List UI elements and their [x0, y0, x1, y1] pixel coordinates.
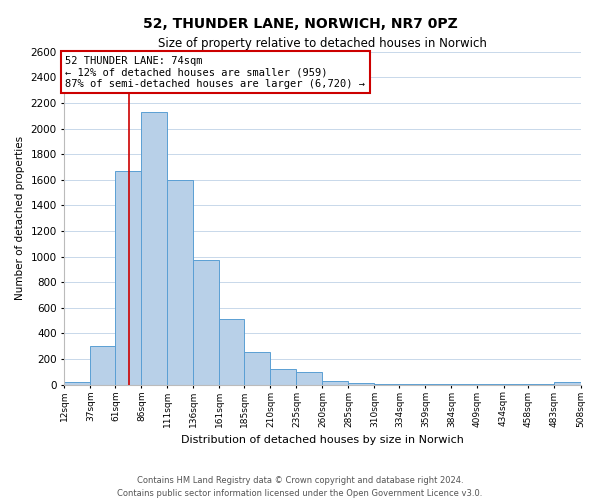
Text: 52, THUNDER LANE, NORWICH, NR7 0PZ: 52, THUNDER LANE, NORWICH, NR7 0PZ — [143, 18, 457, 32]
Text: 52 THUNDER LANE: 74sqm
← 12% of detached houses are smaller (959)
87% of semi-de: 52 THUNDER LANE: 74sqm ← 12% of detached… — [65, 56, 365, 88]
Bar — [244, 352, 271, 384]
Bar — [64, 382, 91, 384]
Bar — [220, 320, 244, 384]
Bar — [115, 171, 142, 384]
Title: Size of property relative to detached houses in Norwich: Size of property relative to detached ho… — [158, 38, 487, 51]
Bar — [91, 346, 115, 385]
Bar — [271, 368, 296, 384]
Text: Contains HM Land Registry data © Crown copyright and database right 2024.
Contai: Contains HM Land Registry data © Crown c… — [118, 476, 482, 498]
X-axis label: Distribution of detached houses by size in Norwich: Distribution of detached houses by size … — [181, 435, 464, 445]
Bar — [142, 112, 167, 384]
Bar — [349, 383, 374, 384]
Y-axis label: Number of detached properties: Number of detached properties — [15, 136, 25, 300]
Bar — [554, 382, 581, 384]
Bar — [193, 260, 220, 384]
Bar — [322, 381, 349, 384]
Bar — [296, 372, 322, 384]
Bar — [167, 180, 193, 384]
